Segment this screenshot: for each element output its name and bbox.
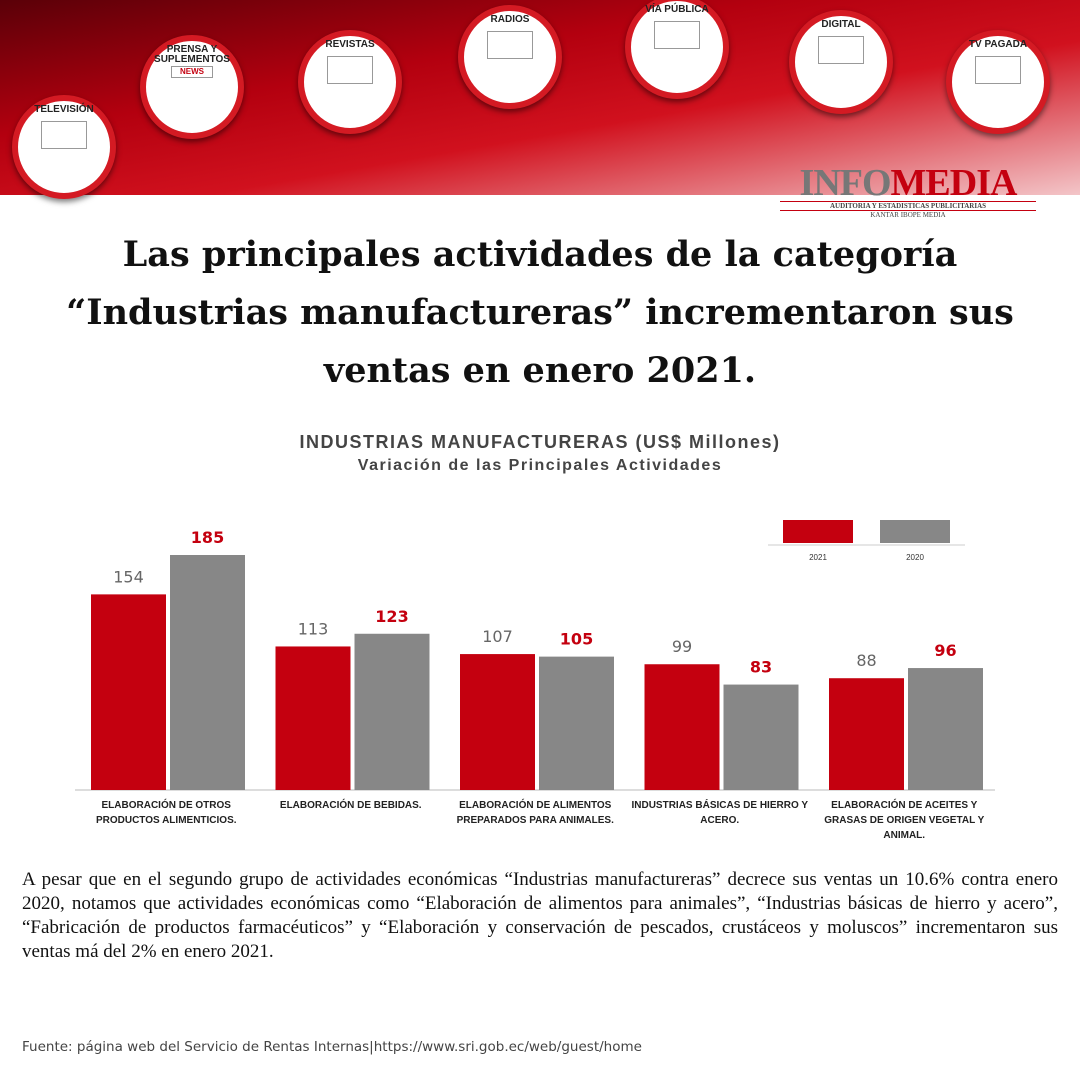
data-label: 83: [750, 658, 772, 677]
bar: [91, 594, 166, 790]
media-icon: [818, 36, 864, 64]
data-label: 105: [560, 630, 593, 649]
legend-label: 2021: [809, 553, 827, 562]
bar: [644, 664, 720, 790]
media-badge: PRENSA Y SUPLEMENTOS NEWS: [140, 35, 244, 139]
logo-name: INFOMEDIA: [780, 162, 1036, 204]
media-icon: [654, 21, 700, 49]
media-badge: VÍA PÚBLICA: [625, 0, 729, 99]
data-label: 123: [375, 607, 408, 626]
data-label: 99: [672, 637, 692, 656]
data-label: 185: [191, 528, 224, 547]
media-badge: REVISTAS: [298, 30, 402, 134]
data-label: 107: [482, 627, 513, 646]
logo: INFOMEDIA AUDITORIA Y ESTADISTICAS PUBLI…: [780, 162, 1036, 219]
chart-title: INDUSTRIAS MANUFACTURERAS (US$ Millones): [299, 432, 780, 452]
media-icon: [41, 121, 87, 149]
logo-tagline: AUDITORIA Y ESTADISTICAS PUBLICITARIAS: [780, 201, 1036, 211]
source: Fuente: página web del Servicio de Renta…: [22, 1039, 642, 1055]
media-badge: TV PAGADA: [946, 30, 1050, 134]
legend-swatch: [783, 520, 853, 543]
bar: [460, 654, 535, 790]
logo-partner: KANTAR IBOPE MEDIA: [870, 211, 946, 219]
bar: [539, 656, 614, 790]
media-label: TELEVISIÓN: [34, 104, 94, 115]
media-banner: TELEVISIÓN PRENSA Y SUPLEMENTOS NEWS REVIST…: [0, 0, 1080, 199]
data-label: 154: [113, 567, 144, 586]
media-icon: [975, 56, 1021, 84]
media-badge: RADIOS: [458, 5, 562, 109]
media-icon: [487, 31, 533, 59]
media-label: DIGITAL: [821, 19, 861, 30]
legend-swatch: [880, 520, 950, 543]
x-tick-label: ELABORACIÓN DE ACEITES Y GRASAS DE ORIGE…: [824, 800, 985, 841]
bar: [829, 678, 904, 790]
media-label: VÍA PÚBLICA: [645, 4, 709, 15]
bar: [170, 555, 245, 790]
media-badge: TELEVISIÓN: [12, 95, 116, 199]
body-text: A pesar que en el segundo grupo de activ…: [22, 869, 1058, 962]
headline: Las principales actividades de la catego…: [66, 234, 1014, 391]
logo-name-b: MEDIA: [890, 162, 1018, 204]
media-icon: [327, 56, 373, 84]
bar: [354, 633, 430, 790]
legend-label: 2020: [906, 553, 924, 562]
x-tick-label: ELABORACIÓN DE OTROS PRODUCTOS ALIMENTIC…: [95, 800, 237, 826]
data-label: 113: [298, 619, 329, 638]
x-tick-label: ELABORACIÓN DE BEBIDAS.: [279, 800, 422, 811]
x-tick-label: INDUSTRIAS BÁSICAS DE HIERRO Y ACERO.: [631, 800, 808, 826]
media-label: REVISTAS: [325, 39, 375, 50]
media-label: TV PAGADA: [968, 39, 1028, 50]
chart: INDUSTRIAS MANUFACTURERAS (US$ Millones)…: [75, 432, 995, 791]
media-label: RADIOS: [490, 14, 530, 25]
bar: [908, 668, 983, 790]
logo-name-a: INFO: [799, 162, 892, 204]
media-badge: DIGITAL: [789, 10, 893, 114]
bar: [275, 646, 351, 790]
news-icon: NEWS: [171, 66, 213, 78]
chart-subtitle: Variación de las Principales Actividades: [358, 457, 722, 474]
data-label: 96: [934, 641, 956, 660]
media-label: PRENSA Y SUPLEMENTOS: [154, 44, 230, 65]
data-label: 88: [856, 651, 876, 670]
bar: [723, 684, 799, 790]
x-tick-label: ELABORACIÓN DE ALIMENTOS PREPARADOS PARA…: [456, 800, 614, 826]
